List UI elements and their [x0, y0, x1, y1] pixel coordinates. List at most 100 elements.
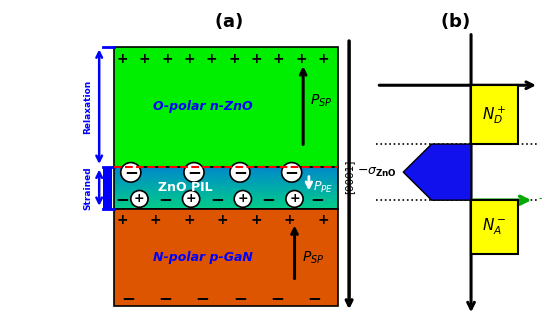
Text: +: + [284, 213, 295, 227]
Bar [114, 199, 338, 200]
Bar [114, 207, 338, 208]
Bar [114, 169, 338, 170]
Text: +: + [117, 213, 128, 227]
Text: +: + [206, 52, 217, 66]
Bar [114, 180, 338, 181]
Text: −: − [262, 190, 275, 208]
Bar [114, 189, 338, 190]
Bar [114, 202, 338, 203]
Bar [114, 172, 338, 173]
Bar [114, 196, 338, 197]
Text: −: − [158, 190, 172, 208]
Bar [114, 205, 338, 206]
Text: +: + [318, 213, 329, 227]
Text: $-\sigma_{\mathbf{ZnO}}$: $-\sigma_{\mathbf{ZnO}}$ [357, 165, 397, 179]
Bar [114, 187, 338, 188]
Text: −: − [233, 289, 247, 307]
Text: −: − [270, 289, 284, 307]
Text: +: + [139, 52, 150, 66]
Bar [114, 204, 338, 205]
Bar [114, 198, 338, 199]
Bar [114, 190, 338, 191]
Bar [114, 193, 338, 194]
Text: −: − [210, 190, 224, 208]
Bar [114, 209, 338, 306]
Text: [0001]: [0001] [344, 159, 354, 194]
Bar [114, 206, 338, 207]
Text: N-polar p-GaN: N-polar p-GaN [153, 251, 253, 264]
Bar [114, 47, 338, 167]
Bar [471, 200, 518, 254]
Text: $+\sigma_{\mathbf{ZnO}}$: $+\sigma_{\mathbf{ZnO}}$ [537, 193, 542, 207]
Bar [114, 168, 338, 169]
Bar [114, 167, 338, 209]
Text: +: + [186, 192, 196, 205]
Text: $P_{SP}$: $P_{SP}$ [311, 93, 333, 109]
Text: +: + [161, 52, 173, 66]
Text: $\mathbf{(a)}$: $\mathbf{(a)}$ [214, 11, 243, 31]
Bar [104, 167, 112, 209]
Text: O-polar n-ZnO: O-polar n-ZnO [153, 100, 253, 113]
Circle shape [131, 191, 148, 207]
Bar [114, 183, 338, 184]
Bar [114, 200, 338, 201]
Circle shape [230, 163, 250, 182]
Bar [114, 203, 338, 204]
Polygon shape [403, 144, 471, 200]
Bar [114, 195, 338, 196]
Text: −: − [158, 289, 172, 307]
Bar [114, 181, 338, 182]
Text: +: + [273, 52, 285, 66]
Text: −: − [115, 190, 129, 208]
Bar [114, 197, 338, 198]
Bar [114, 173, 338, 174]
Text: +: + [183, 213, 195, 227]
Text: +: + [217, 213, 229, 227]
Text: +: + [228, 52, 240, 66]
Circle shape [184, 163, 204, 182]
Text: −: − [124, 164, 138, 181]
Bar [114, 185, 338, 186]
Bar [114, 174, 338, 175]
Bar [114, 179, 338, 180]
Text: Strained: Strained [83, 166, 92, 210]
Text: −: − [285, 164, 299, 181]
Text: +: + [289, 192, 300, 205]
Text: −: − [308, 289, 321, 307]
Text: $P_{SP}$: $P_{SP}$ [302, 250, 324, 266]
Circle shape [286, 191, 303, 207]
Bar [114, 170, 338, 171]
Text: +: + [183, 52, 195, 66]
Bar [114, 188, 338, 189]
Bar [114, 175, 338, 176]
Text: +: + [150, 213, 162, 227]
Bar [114, 186, 338, 187]
Text: −: − [311, 190, 325, 208]
Circle shape [121, 163, 141, 182]
Bar [114, 177, 338, 178]
Bar [471, 85, 518, 144]
Text: $\mathbf{(b)}$: $\mathbf{(b)}$ [440, 11, 470, 31]
Text: −: − [233, 164, 247, 181]
Text: ZnO PIL: ZnO PIL [158, 181, 212, 194]
Text: −: − [187, 164, 201, 181]
Text: $N_A^-$: $N_A^-$ [482, 217, 507, 237]
Bar [114, 194, 338, 195]
Text: +: + [134, 192, 145, 205]
Text: $P_{PE}$: $P_{PE}$ [313, 180, 333, 195]
Bar [114, 184, 338, 185]
Circle shape [234, 191, 251, 207]
Text: −: − [121, 289, 135, 307]
Text: −: − [196, 289, 210, 307]
Text: +: + [318, 52, 329, 66]
Text: +: + [117, 52, 128, 66]
Text: Relaxation: Relaxation [83, 79, 92, 134]
Bar [114, 171, 338, 172]
Bar [114, 178, 338, 179]
Bar [114, 182, 338, 183]
Circle shape [282, 163, 302, 182]
Text: +: + [295, 52, 307, 66]
Bar [114, 176, 338, 177]
Text: +: + [237, 192, 248, 205]
Text: +: + [250, 213, 262, 227]
